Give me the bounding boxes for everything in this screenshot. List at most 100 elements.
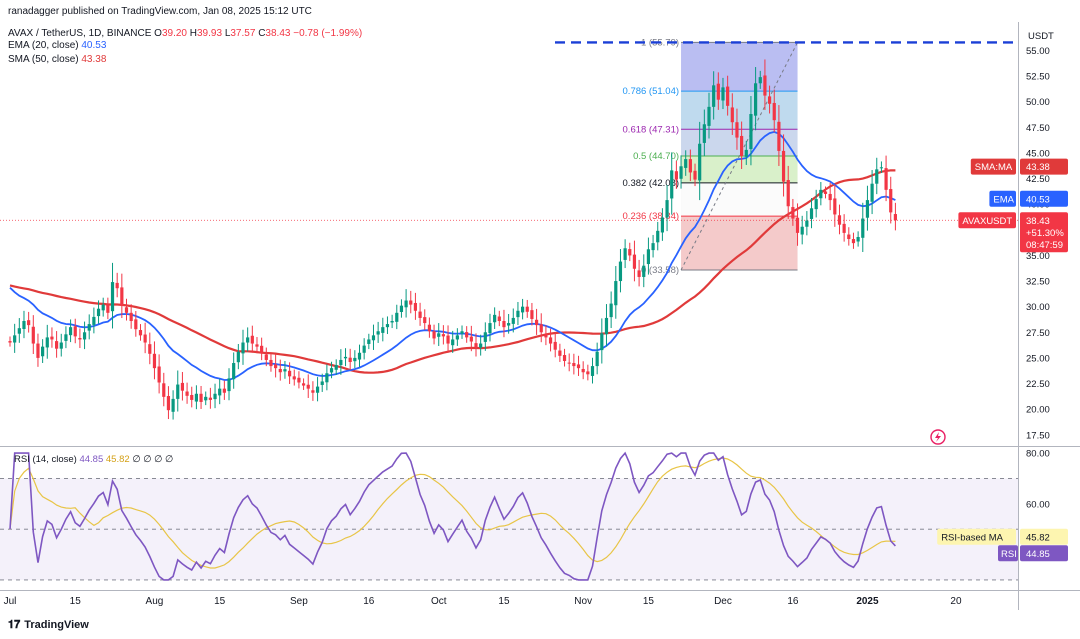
candle-body <box>744 149 748 157</box>
price-tick-label: 52.50 <box>1026 72 1050 83</box>
candle-body <box>604 317 609 335</box>
candle-body <box>437 333 441 337</box>
candle-body <box>241 342 245 354</box>
candle-body <box>278 368 282 373</box>
candle-body <box>320 381 324 385</box>
fib-label-0.382: 0.382 (42.08) <box>623 178 680 189</box>
price-tick-label: 42.50 <box>1026 174 1050 185</box>
candle-body <box>413 302 418 311</box>
ema-price-label-value: 40.53 <box>1026 194 1050 205</box>
candle-body <box>36 343 40 358</box>
candle-body <box>432 331 436 339</box>
candle-body <box>628 249 632 256</box>
candle-body <box>828 193 832 201</box>
candle-body <box>8 341 12 343</box>
symbol-label: AVAX / TetherUS, 1D, BINANCE <box>8 28 152 39</box>
candle-body <box>129 312 133 322</box>
candle-body <box>488 323 492 334</box>
symbol-ohlc-line: AVAX / TetherUS, 1D, BINANCE O39.20 H39.… <box>8 28 363 39</box>
sma-legend[interactable]: SMA (50, close) 43.38 <box>8 54 107 65</box>
price-tick-label: 30.00 <box>1026 302 1050 313</box>
time-tick-label: 16 <box>787 596 799 607</box>
candle-body <box>758 77 762 84</box>
candle-body <box>656 230 660 243</box>
candle-body <box>544 333 548 338</box>
candle-body <box>55 341 59 349</box>
candle-body <box>418 311 422 318</box>
rsi-tag <box>998 545 1018 562</box>
candle-body <box>777 121 781 151</box>
fib-trend-line <box>680 42 798 271</box>
time-tick-label: 16 <box>363 596 375 607</box>
candle-body <box>754 83 758 116</box>
candle-body <box>823 191 828 194</box>
tradingview-footer[interactable]: 𝟏𝟕 TradingView <box>8 619 89 632</box>
candle-body <box>553 341 557 350</box>
time-tick-label: 15 <box>643 596 655 607</box>
rsi-tag-text: RSI <box>1001 549 1017 560</box>
candle-body <box>660 217 664 233</box>
candle-body <box>786 180 790 207</box>
rsi-legend[interactable]: RSI (14, close) 44.85 45.82 ∅ ∅ ∅ ∅ <box>14 454 174 465</box>
candle-body <box>516 310 520 318</box>
candle-body <box>427 324 431 332</box>
candle-body <box>339 359 343 366</box>
candle-body <box>642 265 646 277</box>
time-tick-label: 2025 <box>856 596 879 607</box>
candle-body <box>315 386 320 393</box>
candle-body <box>236 351 240 363</box>
candle-body <box>842 223 846 233</box>
candle-body <box>92 316 96 325</box>
time-tick-label: Dec <box>714 596 732 607</box>
candle-body <box>502 321 506 328</box>
rsi-tick-label: 80.00 <box>1026 449 1050 460</box>
close-value: 38.43 <box>265 28 291 39</box>
rsi-legend-value: 44.85 <box>79 454 104 465</box>
candle-body <box>497 316 501 322</box>
candle-body <box>707 106 711 126</box>
candle-body <box>730 107 734 123</box>
time-tick-label: Oct <box>431 596 447 607</box>
candle-body <box>595 351 599 367</box>
candle-body <box>176 384 180 399</box>
candle-body <box>609 303 613 318</box>
candle-body <box>460 331 464 334</box>
candle-body <box>469 336 473 342</box>
ema-price-label: EMA 40.53 <box>989 190 1068 207</box>
sma-price-label-tag <box>970 158 1016 175</box>
candle-body <box>348 357 352 362</box>
rsi-ma-tag-text: RSI-based MA <box>941 532 1003 543</box>
candle-body <box>809 208 814 219</box>
last-price-label-tag-text: AVAXUSDT <box>962 216 1012 227</box>
candle-body <box>166 396 171 411</box>
candle-body <box>679 166 683 179</box>
candle-body <box>586 371 590 375</box>
candle-body <box>521 306 525 313</box>
candle-body <box>721 87 725 101</box>
candle-body <box>115 282 119 289</box>
candle-body <box>204 396 208 401</box>
candle-body <box>884 168 888 190</box>
candle-body <box>740 135 744 157</box>
candle-body <box>870 183 874 202</box>
rsi-ma-value: 45.82 <box>1026 532 1050 543</box>
candle-body <box>264 354 268 360</box>
candle-body <box>101 304 105 311</box>
candle-body <box>614 281 618 306</box>
price-tick-label: 50.00 <box>1026 97 1050 108</box>
last-price-label-box <box>1020 212 1068 253</box>
candle-body <box>558 350 562 356</box>
candle-body <box>451 339 455 346</box>
candle-body <box>301 383 306 386</box>
candle-body <box>795 217 800 233</box>
candle-body <box>688 159 692 173</box>
time-tick-label: 15 <box>214 596 226 607</box>
candle-body <box>875 169 879 184</box>
ema-legend[interactable]: EMA (20, close) 40.53 <box>8 40 107 51</box>
candle-body <box>288 370 292 377</box>
candle-body <box>306 384 310 389</box>
candle-body <box>399 305 404 312</box>
candle-body <box>45 337 49 348</box>
candle-body <box>548 337 553 344</box>
